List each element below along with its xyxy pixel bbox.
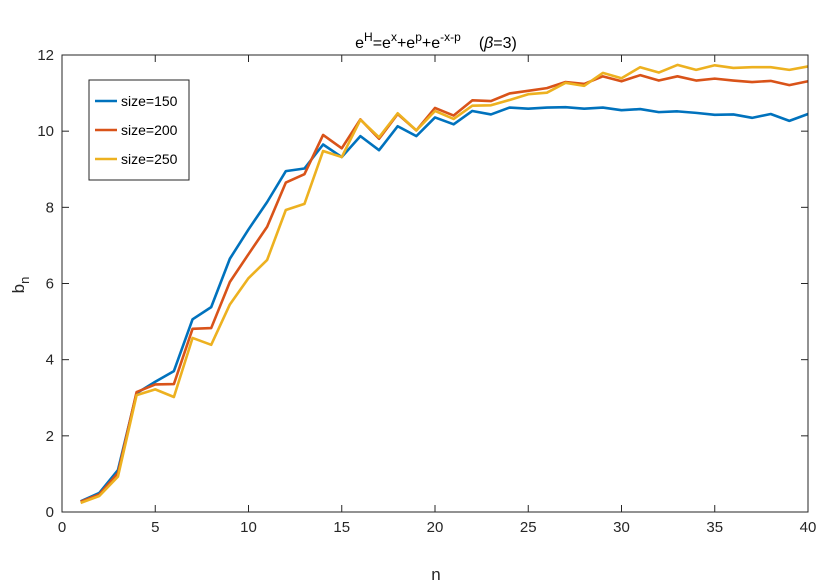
- y-axis-label-sub: n: [17, 277, 32, 284]
- chart-title: eH=ex+ep+e-x-p (β=3): [355, 30, 517, 52]
- x-tick-label: 25: [520, 519, 537, 536]
- x-tick-label: 0: [58, 519, 66, 536]
- legend-label-3: size=250: [121, 151, 178, 167]
- title-sup-x: x: [391, 30, 397, 44]
- x-tick-label: 40: [800, 519, 817, 536]
- y-axis-label-main: b: [9, 284, 28, 293]
- x-tick-label: 15: [333, 519, 350, 536]
- x-tick-label: 35: [706, 519, 723, 536]
- title-beta-symbol: β: [483, 35, 493, 52]
- title-beta-value: =3): [493, 35, 517, 52]
- title-eq1: =e: [373, 35, 391, 52]
- y-tick-label: 6: [46, 276, 54, 293]
- x-tick-label: 30: [613, 519, 630, 536]
- series-line-3: [80, 63, 809, 505]
- title-sup-h: H: [364, 30, 373, 44]
- legend-label-2: size=200: [121, 122, 178, 138]
- axes: 0 5 10 15 20 25 30 35 40 0 2 4 6 8 10 12: [37, 47, 816, 536]
- title-paren-open: (: [479, 35, 485, 52]
- legend-label-1: size=150: [121, 93, 178, 109]
- series-line-1: [80, 105, 809, 503]
- title-plus2: +e: [422, 35, 440, 52]
- title-sup-p: p: [415, 30, 422, 44]
- legend: size=150 size=200 size=250: [88, 79, 190, 181]
- plot-area: [80, 63, 809, 505]
- title-base: e: [355, 35, 364, 52]
- y-tick-label: 2: [46, 428, 54, 445]
- y-tick-label: 12: [37, 47, 54, 64]
- title-plus1: +e: [397, 35, 415, 52]
- y-tick-label: 0: [46, 504, 54, 521]
- y-tick-label: 4: [46, 352, 54, 369]
- series-line-2: [80, 73, 809, 503]
- y-tick-label: 10: [37, 123, 54, 140]
- x-tick-label: 5: [151, 519, 159, 536]
- title-sup-xp: -x-p: [440, 30, 461, 44]
- x-tick-label: 10: [240, 519, 257, 536]
- y-tick-label: 8: [46, 199, 54, 216]
- x-tick-label: 20: [427, 519, 444, 536]
- y-axis-label: bn: [9, 277, 32, 294]
- x-axis-label: n: [431, 565, 440, 584]
